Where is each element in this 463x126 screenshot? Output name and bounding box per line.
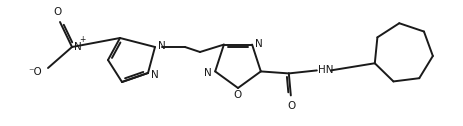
Text: O: O — [288, 101, 296, 111]
Text: ⁻O: ⁻O — [28, 67, 42, 77]
Text: O: O — [54, 7, 62, 17]
Text: N: N — [158, 41, 166, 51]
Text: N: N — [205, 68, 212, 78]
Text: O: O — [234, 90, 242, 100]
Text: N: N — [255, 39, 263, 49]
Text: N: N — [151, 70, 159, 80]
Text: +: + — [79, 36, 85, 44]
Text: HN: HN — [318, 65, 333, 75]
Text: N: N — [74, 42, 82, 52]
